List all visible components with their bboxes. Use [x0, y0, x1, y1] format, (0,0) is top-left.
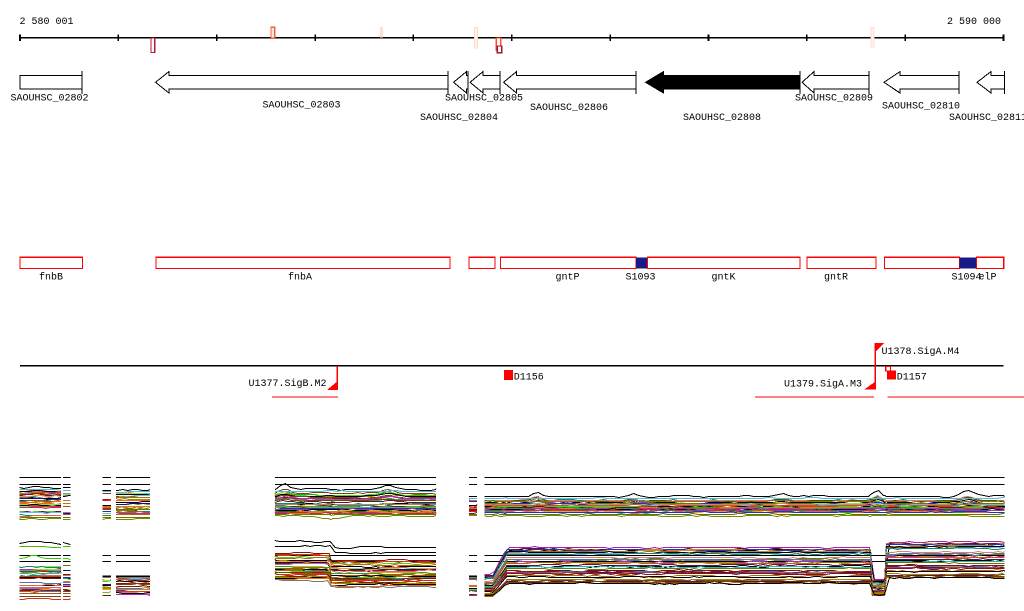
svg-text:fnbA: fnbA	[288, 272, 312, 284]
svg-text:elP: elP	[979, 272, 997, 284]
svg-text:SAOUHSC_02804: SAOUHSC_02804	[420, 113, 498, 124]
svg-text:2 580 001: 2 580 001	[20, 17, 74, 28]
svg-text:SAOUHSC_02809: SAOUHSC_02809	[795, 94, 873, 105]
svg-text:S1093: S1093	[626, 273, 656, 284]
svg-text:U1379.SigA.M3: U1379.SigA.M3	[784, 379, 862, 391]
svg-text:SAOUHSC_02806: SAOUHSC_02806	[530, 103, 608, 114]
svg-text:SAOUHSC_02802: SAOUHSC_02802	[11, 94, 89, 105]
svg-text:gntK: gntK	[712, 273, 736, 284]
svg-text:D1157: D1157	[897, 373, 927, 384]
svg-text:2 590 000: 2 590 000	[947, 17, 1001, 28]
svg-text:SAOUHSC_02810: SAOUHSC_02810	[882, 102, 960, 113]
svg-text:gntP: gntP	[556, 273, 580, 284]
svg-text:SAOUHSC_02808: SAOUHSC_02808	[683, 113, 761, 124]
svg-text:D1156: D1156	[514, 373, 544, 384]
svg-text:gntR: gntR	[824, 273, 848, 284]
svg-text:fnbB: fnbB	[39, 272, 63, 284]
svg-text:SAOUHSC_02805: SAOUHSC_02805	[445, 94, 523, 105]
svg-text:SAOUHSC_02811: SAOUHSC_02811	[949, 113, 1024, 124]
svg-text:U1377.SigB.M2: U1377.SigB.M2	[249, 378, 327, 390]
svg-text:SAOUHSC_02803: SAOUHSC_02803	[263, 101, 341, 112]
svg-text:S1094: S1094	[952, 273, 982, 284]
svg-text:U1378.SigA.M4: U1378.SigA.M4	[882, 346, 960, 358]
